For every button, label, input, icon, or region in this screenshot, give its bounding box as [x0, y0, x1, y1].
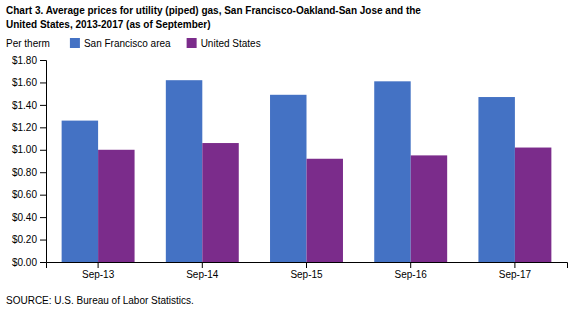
x-tick-mark: [98, 262, 99, 268]
y-tick: $1.60: [12, 77, 46, 88]
bar: [411, 155, 447, 262]
x-tick-mark: [202, 262, 203, 268]
x-tick: Sep-16: [395, 262, 428, 280]
y-tick-label: $1.80: [12, 55, 37, 66]
bar: [98, 150, 134, 262]
x-tick: Sep-15: [290, 262, 323, 280]
y-tick-mark: [40, 127, 46, 128]
x-tick-mark: [514, 262, 515, 268]
legend-swatch: [187, 38, 197, 48]
bar-series: [62, 80, 515, 262]
y-axis-line: [40, 61, 47, 263]
x-axis: Sep-13 Sep-14 Sep-15 Sep-16 Sep-17: [47, 262, 568, 280]
y-tick-label: $0.60: [12, 189, 37, 200]
y-tick-label: $0.00: [12, 257, 37, 268]
legend-item: United States: [187, 38, 261, 49]
plot: $0.00 $0.20 $0.40 $0.60 $0.80 $1.00 $1.20 $1.40…: [12, 55, 568, 280]
bar: [166, 80, 202, 262]
bars: [62, 80, 552, 262]
y-tick-label: $0.40: [12, 212, 37, 223]
y-tick: $0.20: [12, 234, 46, 245]
y-tick-mark: [40, 217, 46, 218]
chart: Chart 3. Average prices for utility (pip…: [0, 0, 579, 310]
y-tick: $0.00: [12, 257, 46, 268]
x-tick-label: Sep-14: [186, 269, 219, 280]
bar-series: [98, 143, 551, 262]
y-tick-label: $1.20: [12, 122, 37, 133]
bar: [478, 97, 514, 262]
x-tick: Sep-17: [499, 262, 532, 280]
legend-label: United States: [201, 38, 261, 49]
y-tick-label: $1.40: [12, 100, 37, 111]
y-tick-mark: [40, 195, 46, 196]
bar: [202, 143, 238, 262]
y-tick-label: $1.00: [12, 144, 37, 155]
bar: [374, 81, 410, 262]
y-tick-label: $1.60: [12, 77, 37, 88]
y-tick: $0.40: [12, 212, 46, 223]
y-tick: $0.80: [12, 167, 46, 178]
x-axis-line: [47, 263, 568, 269]
bar: [515, 148, 551, 262]
x-tick-label: Sep-15: [290, 269, 323, 280]
legend-swatch: [70, 38, 80, 48]
x-tick-mark: [410, 262, 411, 268]
subtitle: United States, 2013-2017 (as of Septembe…: [6, 19, 211, 30]
x-tick: Sep-14: [186, 262, 219, 280]
y-axis: $0.00 $0.20 $0.40 $0.60 $0.80 $1.00 $1.20 $1.40…: [12, 55, 47, 268]
y-tick: $0.60: [12, 189, 46, 200]
y-tick-mark: [40, 60, 46, 61]
bar: [307, 159, 343, 262]
x-tick: Sep-13: [82, 262, 115, 280]
x-tick-label: Sep-13: [82, 269, 115, 280]
title: Chart 3. Average prices for utility (pip…: [6, 5, 421, 16]
x-tick-label: Sep-17: [499, 269, 532, 280]
y-tick: $1.80: [12, 55, 46, 66]
bar: [270, 95, 306, 262]
y-tick: $1.40: [12, 100, 46, 111]
x-tick-label: Sep-16: [395, 269, 428, 280]
legend-label: San Francisco area: [84, 38, 171, 49]
x-tick-mark: [306, 262, 307, 268]
y-tick-mark: [40, 172, 46, 173]
y-tick-mark: [40, 82, 46, 83]
y-tick-mark: [40, 105, 46, 106]
y-tick: $1.00: [12, 144, 46, 155]
legend-item: San Francisco area: [70, 38, 171, 49]
y-tick-label: $0.20: [12, 234, 37, 245]
y-tick-mark: [40, 262, 46, 263]
y-axis-label: Per therm: [6, 38, 50, 49]
y-tick-mark: [40, 240, 46, 241]
y-tick: $1.20: [12, 122, 46, 133]
y-tick-label: $0.80: [12, 167, 37, 178]
source-note: SOURCE: U.S. Bureau of Labor Statistics.: [6, 295, 194, 306]
legend: San Francisco area United States: [70, 38, 261, 49]
bar: [62, 121, 98, 262]
y-tick-mark: [40, 150, 46, 151]
